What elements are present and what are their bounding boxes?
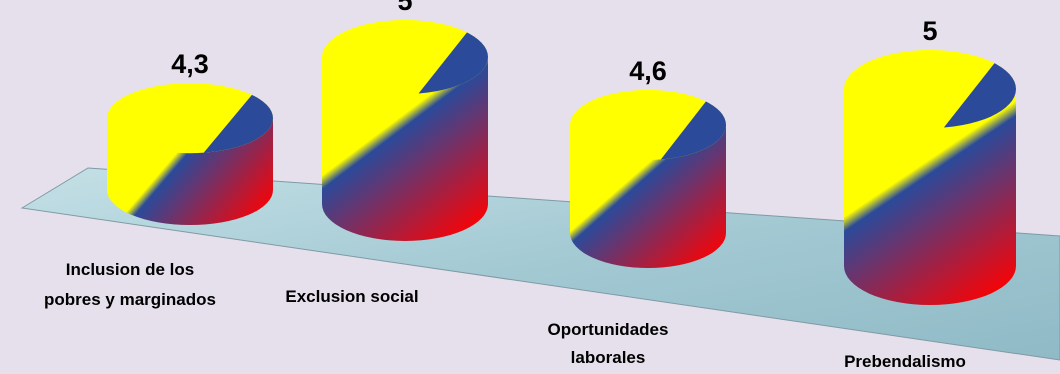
category-labels-group: Inclusion de los pobres y marginados Exclu… [44,260,966,371]
bar-1 [107,83,273,225]
bar-4 [844,50,1016,305]
value-label: 4,6 [629,56,667,86]
value-label: 5 [922,16,937,46]
bar-2 [322,20,488,241]
category-label: pobres y marginados [44,290,216,309]
bar-body [570,124,726,269]
chart-floor [20,167,1060,361]
bar-body [844,89,1016,305]
bar-3 [570,89,726,269]
value-label: 5 [397,0,412,16]
category-label: Oportunidades [548,320,669,339]
category-label: laborales [571,348,646,367]
category-label: Prebendalismo [844,352,966,371]
bar-body [322,57,488,241]
category-label: Exclusion social [285,287,418,306]
value-labels-group: 4,3 5 4,6 5 [171,0,937,86]
value-label: 4,3 [171,49,209,79]
category-label: Inclusion de los [66,260,194,279]
